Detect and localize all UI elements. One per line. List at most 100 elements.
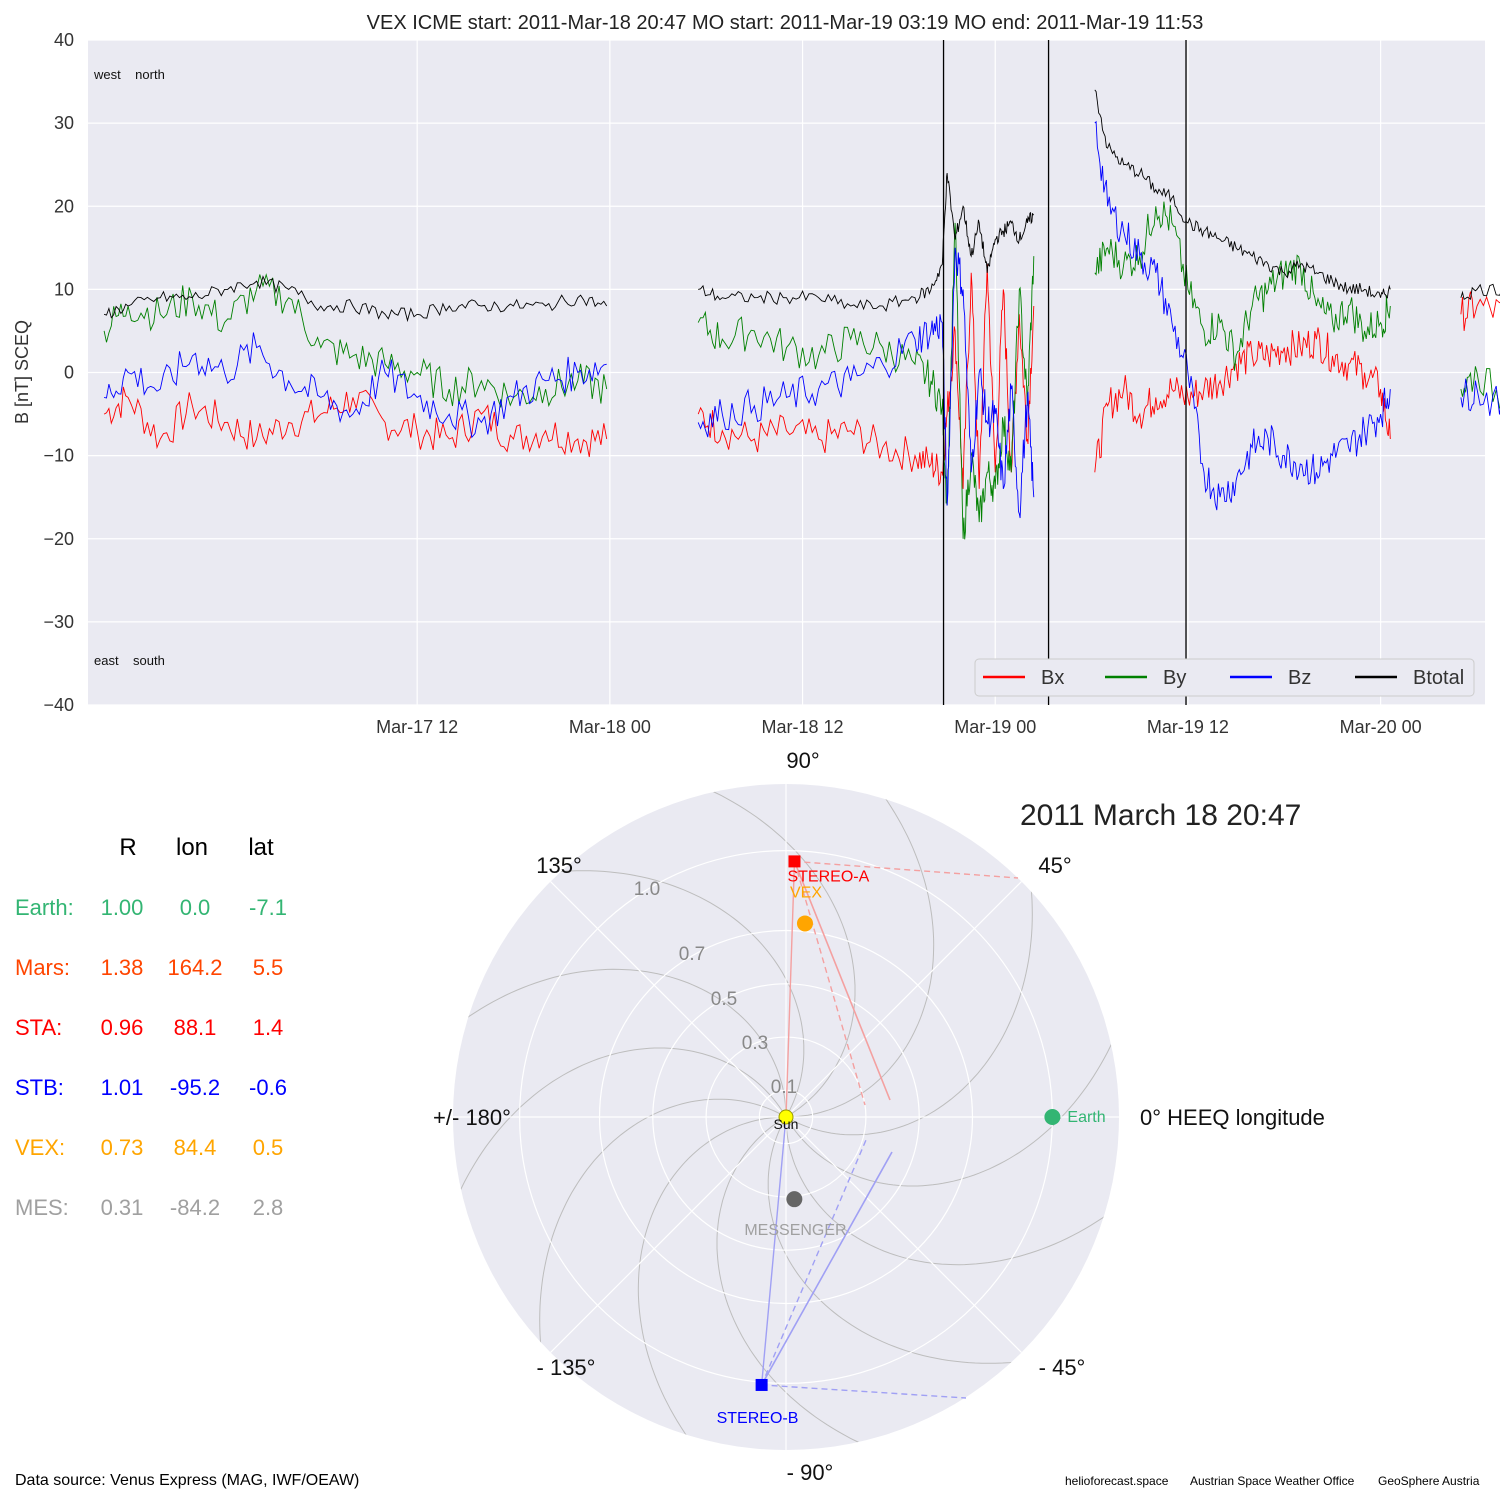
radial-tick-label: 1.0: [634, 879, 660, 900]
series-line-by: [1094, 201, 1391, 371]
table-row-r: 0.96: [101, 1015, 144, 1040]
series-line-bz: [697, 247, 1035, 519]
angular-grid-line: [550, 1116, 787, 1353]
table-row-lon: 84.4: [174, 1135, 217, 1160]
series-line-btotal: [103, 275, 608, 323]
radial-tick-label: 0.5: [711, 989, 737, 1010]
series-line-btotal: [698, 172, 1034, 312]
angle-label: - 135°: [537, 1355, 596, 1380]
stereo-b-marker: [755, 1378, 768, 1391]
radial-tick-label: 0.3: [742, 1033, 768, 1054]
table-row-r: 1.38: [101, 955, 144, 980]
y-tick-label: −10: [43, 446, 74, 466]
series-line-btotal: [1094, 89, 1391, 299]
angular-grid-line: [785, 1116, 1022, 1353]
angle-label: +/- 180°: [433, 1105, 511, 1130]
stereo-a-marker: [788, 855, 801, 868]
stereo-b-label: STEREO-B: [717, 1410, 799, 1427]
parker-spiral-arc: [785, 784, 935, 1118]
series-line-bz: [1094, 120, 1391, 511]
x-tick-label: Mar-19 00: [954, 717, 1036, 737]
angle-label: 0° HEEQ longitude: [1140, 1105, 1325, 1130]
parker-spiral-arc: [785, 864, 1033, 1136]
y-tick-label: 10: [54, 279, 74, 299]
table-row-lat: 1.4: [253, 1015, 284, 1040]
radial-tick-label: 0.1: [771, 1077, 797, 1098]
table-header-lat: lat: [248, 834, 274, 861]
table-row-lat: 2.8: [253, 1195, 284, 1220]
stb-sun-line: [760, 1116, 787, 1386]
legend-box: [974, 658, 1475, 697]
messenger-label: MESSENGER: [744, 1222, 846, 1239]
x-tick-label: Mar-20 00: [1340, 717, 1422, 737]
credit-austrian-space-weather-office: Austrian Space Weather Office: [1190, 1474, 1355, 1488]
table-row-lon: -95.2: [170, 1075, 220, 1100]
earth-label: Earth: [1067, 1109, 1105, 1126]
parker-spiral-arc: [637, 1116, 787, 1450]
sun-label: Sun: [774, 1116, 799, 1132]
y-axis-label: B [nT] SCEQ: [12, 320, 32, 424]
table-row-lon: -84.2: [170, 1195, 220, 1220]
annotation-west-north: west north: [93, 67, 165, 82]
earth-marker: [1044, 1109, 1061, 1125]
angle-label: - 90°: [787, 1460, 834, 1485]
table-row-lat: 5.5: [253, 955, 284, 980]
vex-marker: [796, 915, 813, 932]
series-line-bx: [103, 386, 608, 458]
x-axis-ticks: Mar-17 12 Mar-18 00 Mar-18 12 Mar-19 00 Mar-…: [376, 717, 1421, 737]
polar-plot: 0.1 0.3 0.5 0.7 1.0 90° 45° 0° HEEQ longitude - …: [433, 748, 1325, 1485]
stb-fov-line: [760, 1151, 893, 1386]
x-tick-label: Mar-18 00: [569, 717, 651, 737]
table-row-lat: -0.6: [249, 1075, 287, 1100]
sta-fov-line: [793, 861, 866, 1106]
angle-label: 45°: [1038, 853, 1071, 878]
polar-date-title: 2011 March 18 20:47: [1020, 799, 1301, 832]
y-tick-label: 30: [54, 113, 74, 133]
legend-label-bz: Bz: [1288, 667, 1311, 689]
x-tick-label: Mar-19 12: [1147, 717, 1229, 737]
parker-spiral-arc: [453, 968, 787, 1118]
sta-sun-line: [785, 861, 796, 1118]
legend-label-bx: Bx: [1041, 667, 1064, 689]
table-row-lat: -7.1: [249, 895, 287, 920]
y-axis-ticks: 40 30 20 10 0 −10 −20 −30 −40: [43, 30, 74, 715]
x-tick-label: Mar-17 12: [376, 717, 458, 737]
timeseries-lines: [103, 89, 1500, 540]
table-row-r: 1.00: [101, 895, 144, 920]
y-tick-label: −20: [43, 529, 74, 549]
table-row-lon: 0.0: [180, 895, 211, 920]
angle-label: 90°: [786, 748, 819, 773]
legend-label-by: By: [1163, 667, 1186, 689]
table-row-name: Mars:: [15, 955, 70, 980]
parker-spiral-arc: [767, 1116, 1039, 1364]
table-row-r: 1.01: [101, 1075, 144, 1100]
annotation-east-south: east south: [94, 653, 165, 668]
timeseries-title: VEX ICME start: 2011-Mar-18 20:47 MO sta…: [367, 12, 1204, 34]
parker-spiral-arc: [716, 1116, 884, 1450]
sta-fov-line: [793, 861, 891, 1101]
x-tick-label: Mar-18 12: [762, 717, 844, 737]
parker-spirals: [453, 784, 1119, 1450]
angular-grid-line: [550, 881, 787, 1118]
data-source-text: Data source: Venus Express (MAG, IWF/OEA…: [15, 1472, 359, 1489]
credit-helioforecast: helioforecast.space: [1065, 1474, 1169, 1488]
y-tick-label: −30: [43, 612, 74, 632]
table-row-name: Earth:: [15, 895, 74, 920]
credit-geosphere-austria: GeoSphere Austria: [1378, 1474, 1480, 1488]
series-line-bz: [103, 332, 607, 439]
stereo-a-label: STEREO-A: [787, 868, 869, 885]
parker-spiral-arc: [688, 784, 856, 1118]
y-tick-label: 20: [54, 196, 74, 216]
parker-spiral-arc: [539, 1098, 787, 1370]
table-row-r: 0.73: [101, 1135, 144, 1160]
table-row-name: MES:: [15, 1195, 69, 1220]
table-row-lon: 164.2: [167, 955, 222, 980]
table-row-lon: 88.1: [174, 1015, 217, 1040]
table-row-name: VEX:: [15, 1135, 65, 1160]
table-row-name: STB:: [15, 1075, 64, 1100]
table-header-r: R: [119, 834, 136, 861]
table-row-lat: 0.5: [253, 1135, 284, 1160]
vex-label: VEX: [790, 884, 822, 901]
